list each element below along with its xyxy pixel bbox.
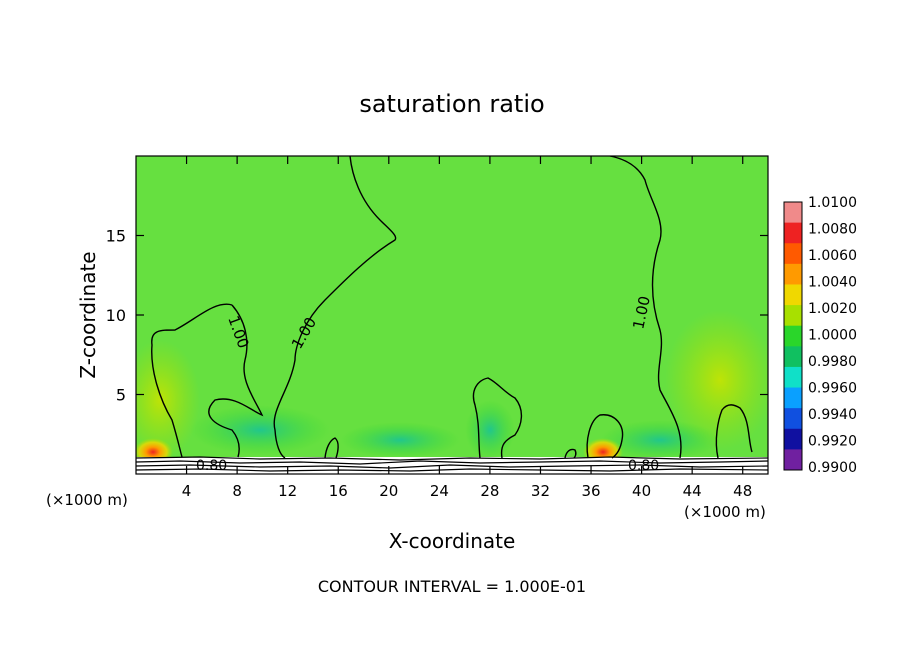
colorbar-label: 0.9960 — [808, 381, 857, 397]
colorbar-swatch — [784, 428, 802, 450]
cool-region — [600, 420, 720, 460]
cool-region — [465, 400, 515, 460]
colorbar-swatch — [784, 243, 802, 265]
colorbar-swatch — [784, 284, 802, 306]
colorbar-swatch — [784, 325, 802, 347]
contour-line — [472, 377, 523, 459]
chart-title: saturation ratio — [359, 90, 544, 118]
contour-interval-note: CONTOUR INTERVAL = 1.000E-01 — [318, 577, 586, 596]
contour-line — [564, 448, 577, 459]
colorbar-label: 0.9980 — [808, 354, 857, 370]
x-axis-label: X-coordinate — [389, 529, 516, 553]
contour-line — [151, 303, 233, 458]
x-tick-label: 32 — [531, 482, 550, 500]
y-tick-label: 5 — [116, 386, 126, 405]
x-tick-label: 12 — [278, 482, 297, 500]
x-unit-left: (×1000 m) — [46, 491, 128, 509]
warm-region — [665, 310, 768, 450]
colorbar-swatch — [784, 263, 802, 285]
colorbar-swatch — [784, 387, 802, 409]
x-tick-label: 8 — [232, 482, 242, 500]
colorbar-swatch — [784, 449, 802, 471]
contour-label: 0.80 — [628, 458, 659, 474]
colorbar-label: 0.9900 — [808, 460, 857, 476]
contour-label: 0.80 — [196, 458, 227, 474]
x-tick-label: 36 — [581, 482, 600, 500]
colorbar-swatch — [784, 366, 802, 389]
colorbar-swatch — [784, 408, 802, 430]
colorbar-label: 0.9940 — [808, 407, 857, 423]
y-ticks: 5 10 15 — [106, 227, 768, 405]
colorbar: 1.0100 1.0080 1.0060 1.0040 1.0020 1.0000 0.99… — [783, 195, 857, 476]
colorbar-label: 1.0060 — [808, 248, 857, 264]
x-tick-label: 24 — [430, 482, 449, 500]
y-tick-label: 10 — [106, 306, 126, 325]
contour-line — [609, 156, 682, 459]
x-tick-label: 4 — [182, 482, 192, 500]
colorbar-label: 0.9920 — [808, 434, 857, 450]
x-tick-label: 28 — [480, 482, 499, 500]
colorbar-label: 1.0020 — [808, 301, 857, 317]
plot-area: 1.00 1.00 1.00 0.80 0.80 — [136, 156, 768, 474]
y-tick-label: 15 — [106, 227, 126, 246]
x-tick-label: 48 — [733, 482, 752, 500]
colorbar-label: 1.0000 — [808, 328, 857, 344]
contour-line — [324, 437, 339, 459]
colorbar-swatch — [784, 305, 802, 327]
colorbar-frame — [783, 201, 803, 471]
cool-region — [340, 422, 460, 458]
colorbar-swatch — [784, 202, 802, 224]
x-tick-label: 20 — [379, 482, 398, 500]
colorbar-swatch — [784, 222, 802, 244]
colorbar-label: 1.0040 — [808, 275, 857, 291]
y-axis-label: Z-coordinate — [76, 251, 100, 378]
colorbar-label: 1.0100 — [808, 195, 857, 211]
x-ticks: 4 8 12 16 20 24 28 32 36 40 44 48 — [182, 156, 752, 500]
colorbar-swatch — [784, 346, 802, 368]
contour-line — [715, 404, 753, 459]
x-tick-label: 44 — [683, 482, 702, 500]
x-tick-label: 16 — [329, 482, 348, 500]
colorbar-label: 1.0080 — [808, 222, 857, 238]
x-tick-label: 40 — [632, 482, 651, 500]
contour-line — [208, 304, 264, 458]
cool-region — [190, 405, 330, 455]
contour-line — [273, 156, 397, 459]
warm-region — [136, 340, 200, 460]
x-unit-right: (×1000 m) — [684, 503, 766, 521]
contour-line — [586, 414, 624, 459]
